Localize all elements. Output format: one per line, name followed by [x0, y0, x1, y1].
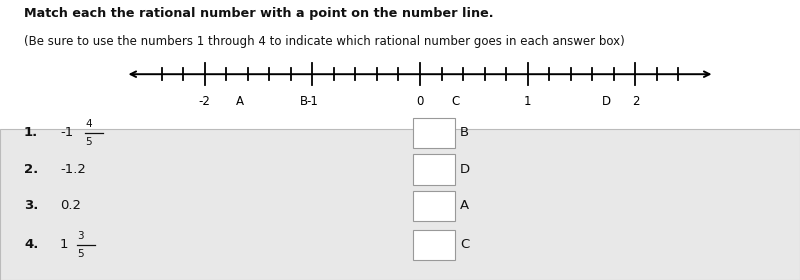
- Text: 2: 2: [632, 95, 639, 108]
- Text: 0.2: 0.2: [60, 199, 81, 212]
- Text: 5: 5: [78, 249, 84, 259]
- FancyBboxPatch shape: [413, 191, 455, 221]
- Text: D: D: [602, 95, 611, 108]
- Text: -1.2: -1.2: [60, 163, 86, 176]
- Text: B: B: [460, 127, 469, 139]
- Text: 3: 3: [78, 231, 84, 241]
- Text: 1: 1: [60, 239, 69, 251]
- Text: 4: 4: [86, 119, 92, 129]
- Text: C: C: [451, 95, 459, 108]
- Text: 1: 1: [524, 95, 531, 108]
- Text: 2.: 2.: [24, 163, 38, 176]
- Text: -2: -2: [198, 95, 210, 108]
- Text: B: B: [300, 95, 309, 108]
- Text: -1: -1: [306, 95, 318, 108]
- Text: 3.: 3.: [24, 199, 38, 212]
- Text: 1.: 1.: [24, 127, 38, 139]
- Text: (Be sure to use the numbers 1 through 4 to indicate which rational number goes i: (Be sure to use the numbers 1 through 4 …: [24, 35, 625, 48]
- Text: C: C: [460, 239, 470, 251]
- Text: 4.: 4.: [24, 239, 38, 251]
- Text: -1: -1: [60, 127, 74, 139]
- Text: D: D: [460, 163, 470, 176]
- Text: Match each the rational number with a point on the number line.: Match each the rational number with a po…: [24, 7, 494, 20]
- FancyBboxPatch shape: [413, 230, 455, 260]
- FancyBboxPatch shape: [413, 118, 455, 148]
- Text: 0: 0: [416, 95, 424, 108]
- Text: A: A: [236, 95, 244, 108]
- Text: A: A: [460, 199, 469, 212]
- Text: 5: 5: [86, 137, 92, 147]
- FancyBboxPatch shape: [413, 154, 455, 185]
- FancyBboxPatch shape: [0, 129, 800, 280]
